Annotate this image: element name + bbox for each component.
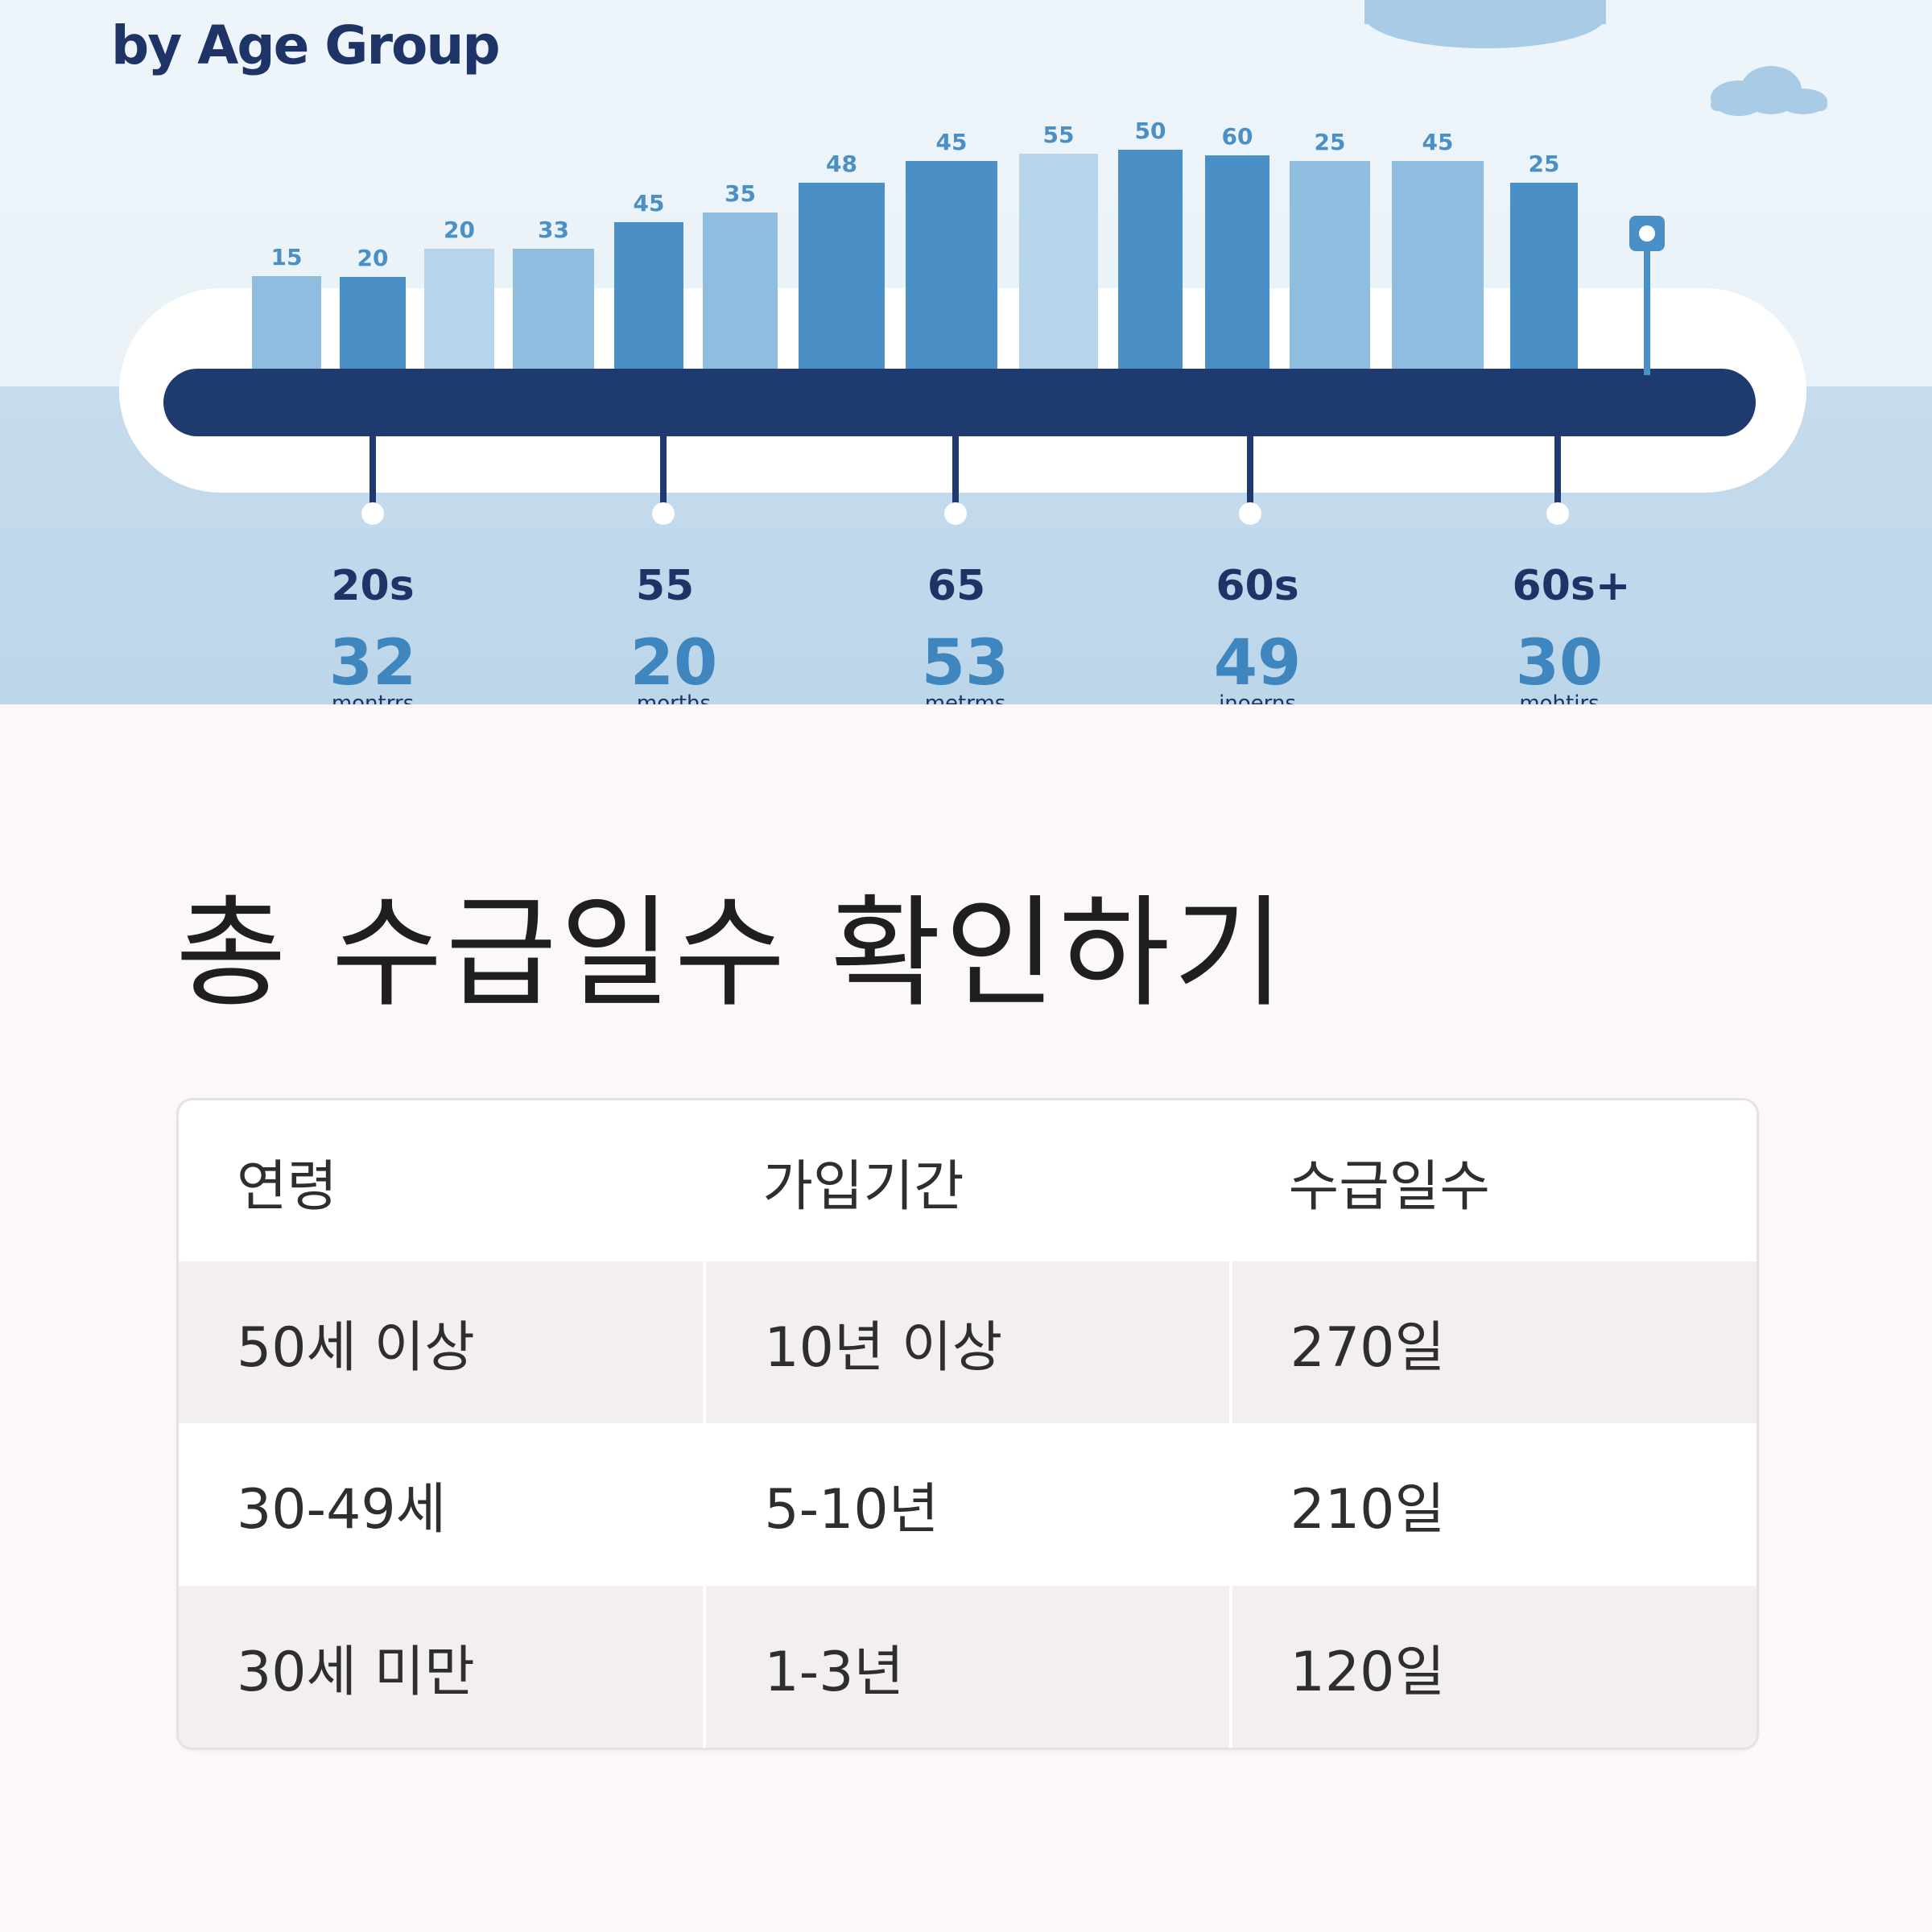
benefit-days-table: 연령 가입기간 수급일수 50세 이상 10년 이상 270일 30-49세 5… <box>179 1100 1757 1748</box>
bar-value-label: 20 <box>357 245 389 271</box>
cell-age: 30세 미만 <box>237 1640 475 1704</box>
cell-days: 210일 <box>1228 1423 1757 1586</box>
age-group-label: 65 <box>927 562 985 610</box>
bar-value-label: 45 <box>634 190 665 217</box>
bar-value-label: 25 <box>1315 129 1346 155</box>
cell-days: 120일 <box>1228 1585 1757 1748</box>
table-header-row: 연령 가입기간 수급일수 <box>179 1100 1757 1261</box>
column-header-age: 연령 <box>237 1154 338 1219</box>
chart-title: by Age Group <box>111 14 501 76</box>
bar-value-label: 55 <box>1043 122 1075 148</box>
cell-age: 30-49세 <box>237 1478 447 1542</box>
table-row: 30-49세 5-10년 210일 <box>179 1423 1757 1586</box>
age-group-unit: mohtirs <box>1519 691 1599 704</box>
timeline-dot <box>1546 502 1569 525</box>
age-group-value: 30 <box>1516 627 1604 700</box>
bar-value-label: 45 <box>1422 129 1454 155</box>
column-header-days: 수급일수 <box>1288 1154 1490 1219</box>
age-group-value: 53 <box>922 627 1009 700</box>
bar <box>513 249 594 370</box>
age-group-unit: montrrs <box>332 691 414 704</box>
page-title: 총 수급일수 확인하기 <box>175 884 1288 1024</box>
age-group-value: 32 <box>329 627 417 700</box>
cell-days: 270일 <box>1228 1261 1757 1424</box>
bar <box>424 249 494 370</box>
bar-value-label: 35 <box>724 180 756 207</box>
age-group-infographic: 15 20 20 33 45 35 48 45 55 50 60 25 45 25 20s 32 montrr… <box>0 0 1932 704</box>
bar-value-label: 60 <box>1222 123 1253 150</box>
infographic-canvas: 15 20 20 33 45 35 48 45 55 50 60 25 45 25 20s 32montrr… <box>119 0 1827 704</box>
age-group-unit: inoerns <box>1219 691 1296 704</box>
bar <box>906 161 997 370</box>
bar <box>1118 150 1183 370</box>
bar <box>1205 155 1269 370</box>
cloud-icon <box>1364 0 1606 48</box>
bars: 15 20 20 33 45 35 48 45 55 50 60 25 45 25 <box>252 118 1578 370</box>
timeline-dot <box>361 502 384 525</box>
bar-value-label: 50 <box>1135 118 1166 144</box>
bar <box>799 183 885 370</box>
age-group-label: 20s <box>331 562 414 610</box>
bar <box>1290 161 1370 370</box>
timeline-dot <box>1239 502 1261 525</box>
bar <box>340 277 406 370</box>
bar <box>1510 183 1578 370</box>
bar-value-label: 25 <box>1529 151 1560 177</box>
cell-period: 5-10년 <box>703 1423 1231 1586</box>
bar-value-label: 45 <box>936 129 968 155</box>
age-group-label: 55 <box>636 562 694 610</box>
flag-marker-icon <box>1629 216 1665 375</box>
benefit-days-table-card: 연령 가입기간 수급일수 50세 이상 10년 이상 270일 30-49세 5… <box>176 1098 1759 1750</box>
bar-value-label: 20 <box>444 217 475 243</box>
timeline-dot <box>944 502 967 525</box>
table-row: 50세 이상 10년 이상 270일 <box>179 1261 1757 1424</box>
bar-value-label: 33 <box>538 217 569 243</box>
cloud-icon <box>1711 66 1827 116</box>
age-group-value: 20 <box>630 627 718 700</box>
cell-period: 10년 이상 <box>703 1261 1231 1424</box>
age-group-unit: morths <box>637 691 711 704</box>
age-group-unit: metrms <box>925 691 1006 704</box>
age-group-value: 49 <box>1214 627 1302 700</box>
cell-age: 50세 이상 <box>237 1316 475 1381</box>
age-group-label: 60s <box>1216 562 1298 610</box>
bar <box>614 222 683 370</box>
age-group-label: 60s+ <box>1513 562 1631 610</box>
timeline-dot <box>652 502 675 525</box>
table-row: 30세 미만 1-3년 120일 <box>179 1585 1757 1748</box>
bar <box>1019 154 1098 370</box>
timeline-rail <box>163 369 1756 436</box>
cell-period: 1-3년 <box>703 1585 1231 1748</box>
bar-value-label: 15 <box>271 244 303 270</box>
bar <box>252 276 321 370</box>
column-header-period: 가입기간 <box>762 1154 964 1219</box>
bar-value-label: 48 <box>826 151 857 177</box>
bar <box>703 213 778 370</box>
bar <box>1392 161 1484 370</box>
